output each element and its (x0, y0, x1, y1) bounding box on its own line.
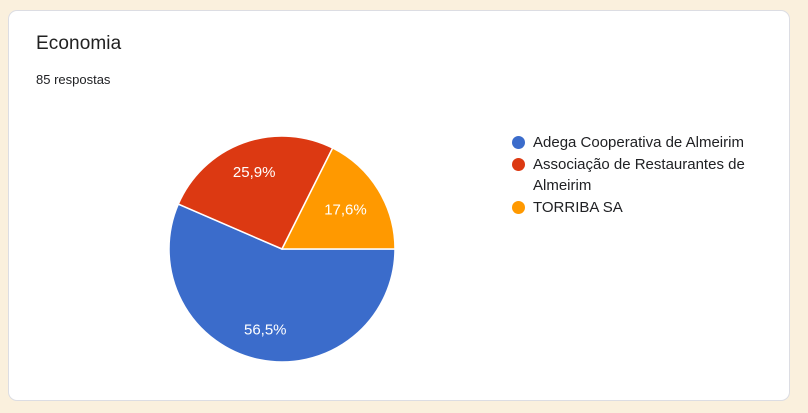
pie-slice-label: 56,5% (244, 321, 287, 338)
legend-item: Associação de Restaurantes de Almeirim (512, 154, 768, 196)
chart-legend: Adega Cooperativa de Almeirim Associação … (512, 132, 768, 219)
pie-slice-2[interactable] (280, 146, 396, 250)
legend-label: Associação de Restaurantes de Almeirim (533, 156, 745, 194)
responses-count: 85 respostas (36, 72, 111, 87)
pie-slice-0[interactable] (168, 203, 396, 363)
legend-label: TORRIBA SA (533, 199, 623, 216)
question-title: Economia (36, 33, 122, 54)
pie-chart: 56,5% 25,9% 17,6% (168, 135, 396, 363)
legend-item: TORRIBA SA (512, 197, 768, 218)
legend-swatch-icon (512, 158, 525, 171)
pie-slice-label: 25,9% (233, 164, 276, 181)
pie-slice-label: 17,6% (324, 201, 367, 218)
legend-swatch-icon (512, 201, 525, 214)
legend-swatch-icon (512, 136, 525, 149)
pie-slice-1[interactable] (177, 135, 334, 250)
legend-item: Adega Cooperativa de Almeirim (512, 132, 768, 153)
legend-label: Adega Cooperativa de Almeirim (533, 134, 744, 151)
question-summary-card: Economia 85 respostas 56,5% 25,9% 17,6% Ad… (8, 10, 790, 401)
